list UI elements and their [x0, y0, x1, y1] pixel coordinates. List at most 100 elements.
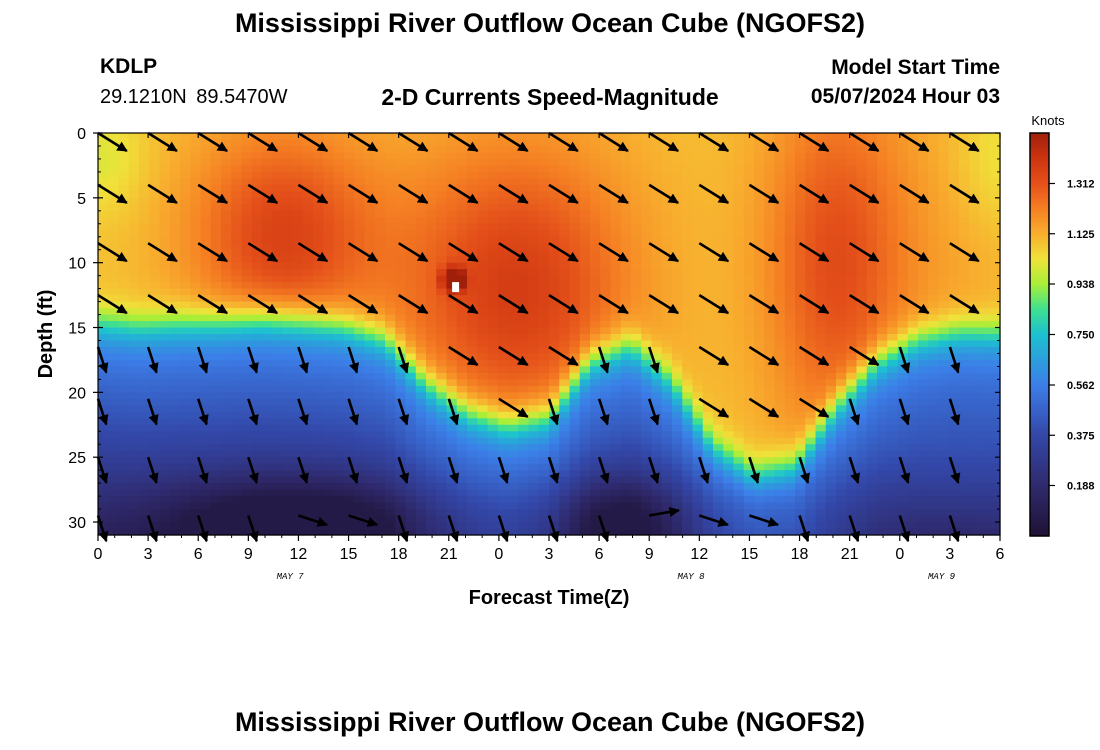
current-vector: [948, 346, 961, 374]
x-tick-label: 6: [996, 546, 1005, 563]
current-vector: [547, 398, 560, 426]
current-vector: [297, 242, 329, 263]
y-tick-label: 15: [68, 321, 86, 338]
current-vector: [848, 398, 861, 426]
y-axis-label: Depth (ft): [35, 290, 57, 379]
colorbar-tick-label: 1.125: [1067, 229, 1095, 241]
current-vector: [848, 456, 861, 484]
current-vector: [247, 398, 259, 426]
x-tick-label: 9: [244, 546, 253, 563]
current-vector: [498, 397, 529, 419]
x-tick-label: 18: [791, 546, 809, 563]
current-vector: [548, 345, 579, 367]
station-coordinates: 29.1210N 89.5470W: [100, 86, 288, 108]
current-vector: [297, 293, 329, 315]
current-vector: [547, 456, 560, 484]
current-vector: [597, 456, 610, 484]
current-vector: [698, 456, 710, 484]
current-vector: [949, 242, 980, 263]
current-vector: [798, 242, 830, 263]
current-vector: [297, 131, 329, 153]
current-vector: [948, 456, 961, 484]
current-vector: [698, 397, 730, 419]
current-vector: [647, 346, 660, 374]
current-vector: [698, 131, 730, 153]
current-vector: [598, 242, 629, 263]
current-vector: [498, 131, 529, 153]
current-vector: [197, 131, 228, 153]
current-vector: [548, 293, 579, 315]
current-vector: [398, 293, 429, 315]
current-vector: [97, 131, 128, 153]
current-vector: [948, 398, 961, 426]
current-vectors: [96, 131, 980, 543]
current-vector: [898, 456, 911, 484]
current-vector: [548, 242, 579, 263]
current-vector: [748, 397, 780, 419]
current-vector: [297, 514, 328, 527]
current-vector: [398, 242, 429, 263]
x-tick-label: 21: [841, 546, 859, 563]
current-vector: [648, 293, 679, 315]
x-tick-label: 18: [390, 546, 408, 563]
x-tick-label: 12: [290, 546, 308, 563]
x-tick-label: 0: [494, 546, 503, 563]
current-vector: [949, 293, 980, 315]
current-vector: [348, 514, 379, 527]
footer-title: Mississippi River Outflow Ocean Cube (NG…: [234, 707, 866, 737]
current-vector: [347, 242, 379, 263]
current-vector: [448, 293, 479, 315]
x-tick-label: 3: [545, 546, 554, 563]
colorbar: Knots 1.312 1.125 0.938 0.750 0.562 0.375 0.18…: [1029, 113, 1095, 537]
current-vector: [798, 345, 830, 367]
current-vector: [547, 515, 560, 543]
current-vector: [97, 242, 128, 263]
current-vector: [748, 183, 780, 205]
current-vector: [648, 242, 679, 263]
current-vector: [146, 346, 159, 374]
current-vector: [196, 346, 209, 374]
current-vector: [748, 131, 780, 153]
current-vector: [899, 293, 930, 315]
current-vector: [146, 398, 159, 426]
current-vector: [949, 131, 980, 153]
x-tick-label: 6: [595, 546, 604, 563]
x-tick-label: 15: [340, 546, 358, 563]
current-vector: [498, 183, 529, 205]
y-tick-label: 30: [68, 515, 86, 532]
x-tick-label: 3: [144, 546, 153, 563]
y-tick-label: 20: [68, 385, 86, 402]
current-vector: [96, 398, 109, 426]
colorbar-scale: [1029, 132, 1050, 537]
current-vector: [247, 456, 259, 484]
current-vector: [898, 515, 911, 543]
x-tick-label: 3: [945, 546, 954, 563]
current-vector: [297, 183, 329, 205]
current-vector: [498, 345, 529, 367]
current-vector: [398, 131, 429, 153]
chart-subtitle: 2-D Currents Speed-Magnitude: [381, 84, 719, 110]
current-vector: [146, 456, 159, 484]
current-vector: [498, 293, 529, 315]
current-vector: [397, 346, 410, 374]
current-vector: [196, 456, 209, 484]
current-vector: [147, 242, 178, 263]
current-vector: [347, 183, 379, 205]
current-vector: [548, 131, 579, 153]
current-vector: [197, 242, 228, 263]
x-tick-label: 15: [741, 546, 759, 563]
current-vector: [147, 293, 178, 315]
current-vector: [247, 293, 279, 315]
current-vector: [748, 242, 780, 263]
current-vector: [347, 456, 359, 484]
current-vector: [497, 456, 510, 484]
current-vector: [597, 515, 610, 543]
x-tick-label: 9: [645, 546, 654, 563]
colorbar-tick-label: 0.562: [1067, 380, 1095, 392]
current-vector: [748, 293, 780, 315]
current-vector: [548, 183, 579, 205]
current-vector: [97, 293, 128, 315]
colorbar-tick-label: 0.938: [1067, 279, 1095, 291]
current-vector: [849, 345, 880, 367]
current-vector: [447, 456, 460, 484]
